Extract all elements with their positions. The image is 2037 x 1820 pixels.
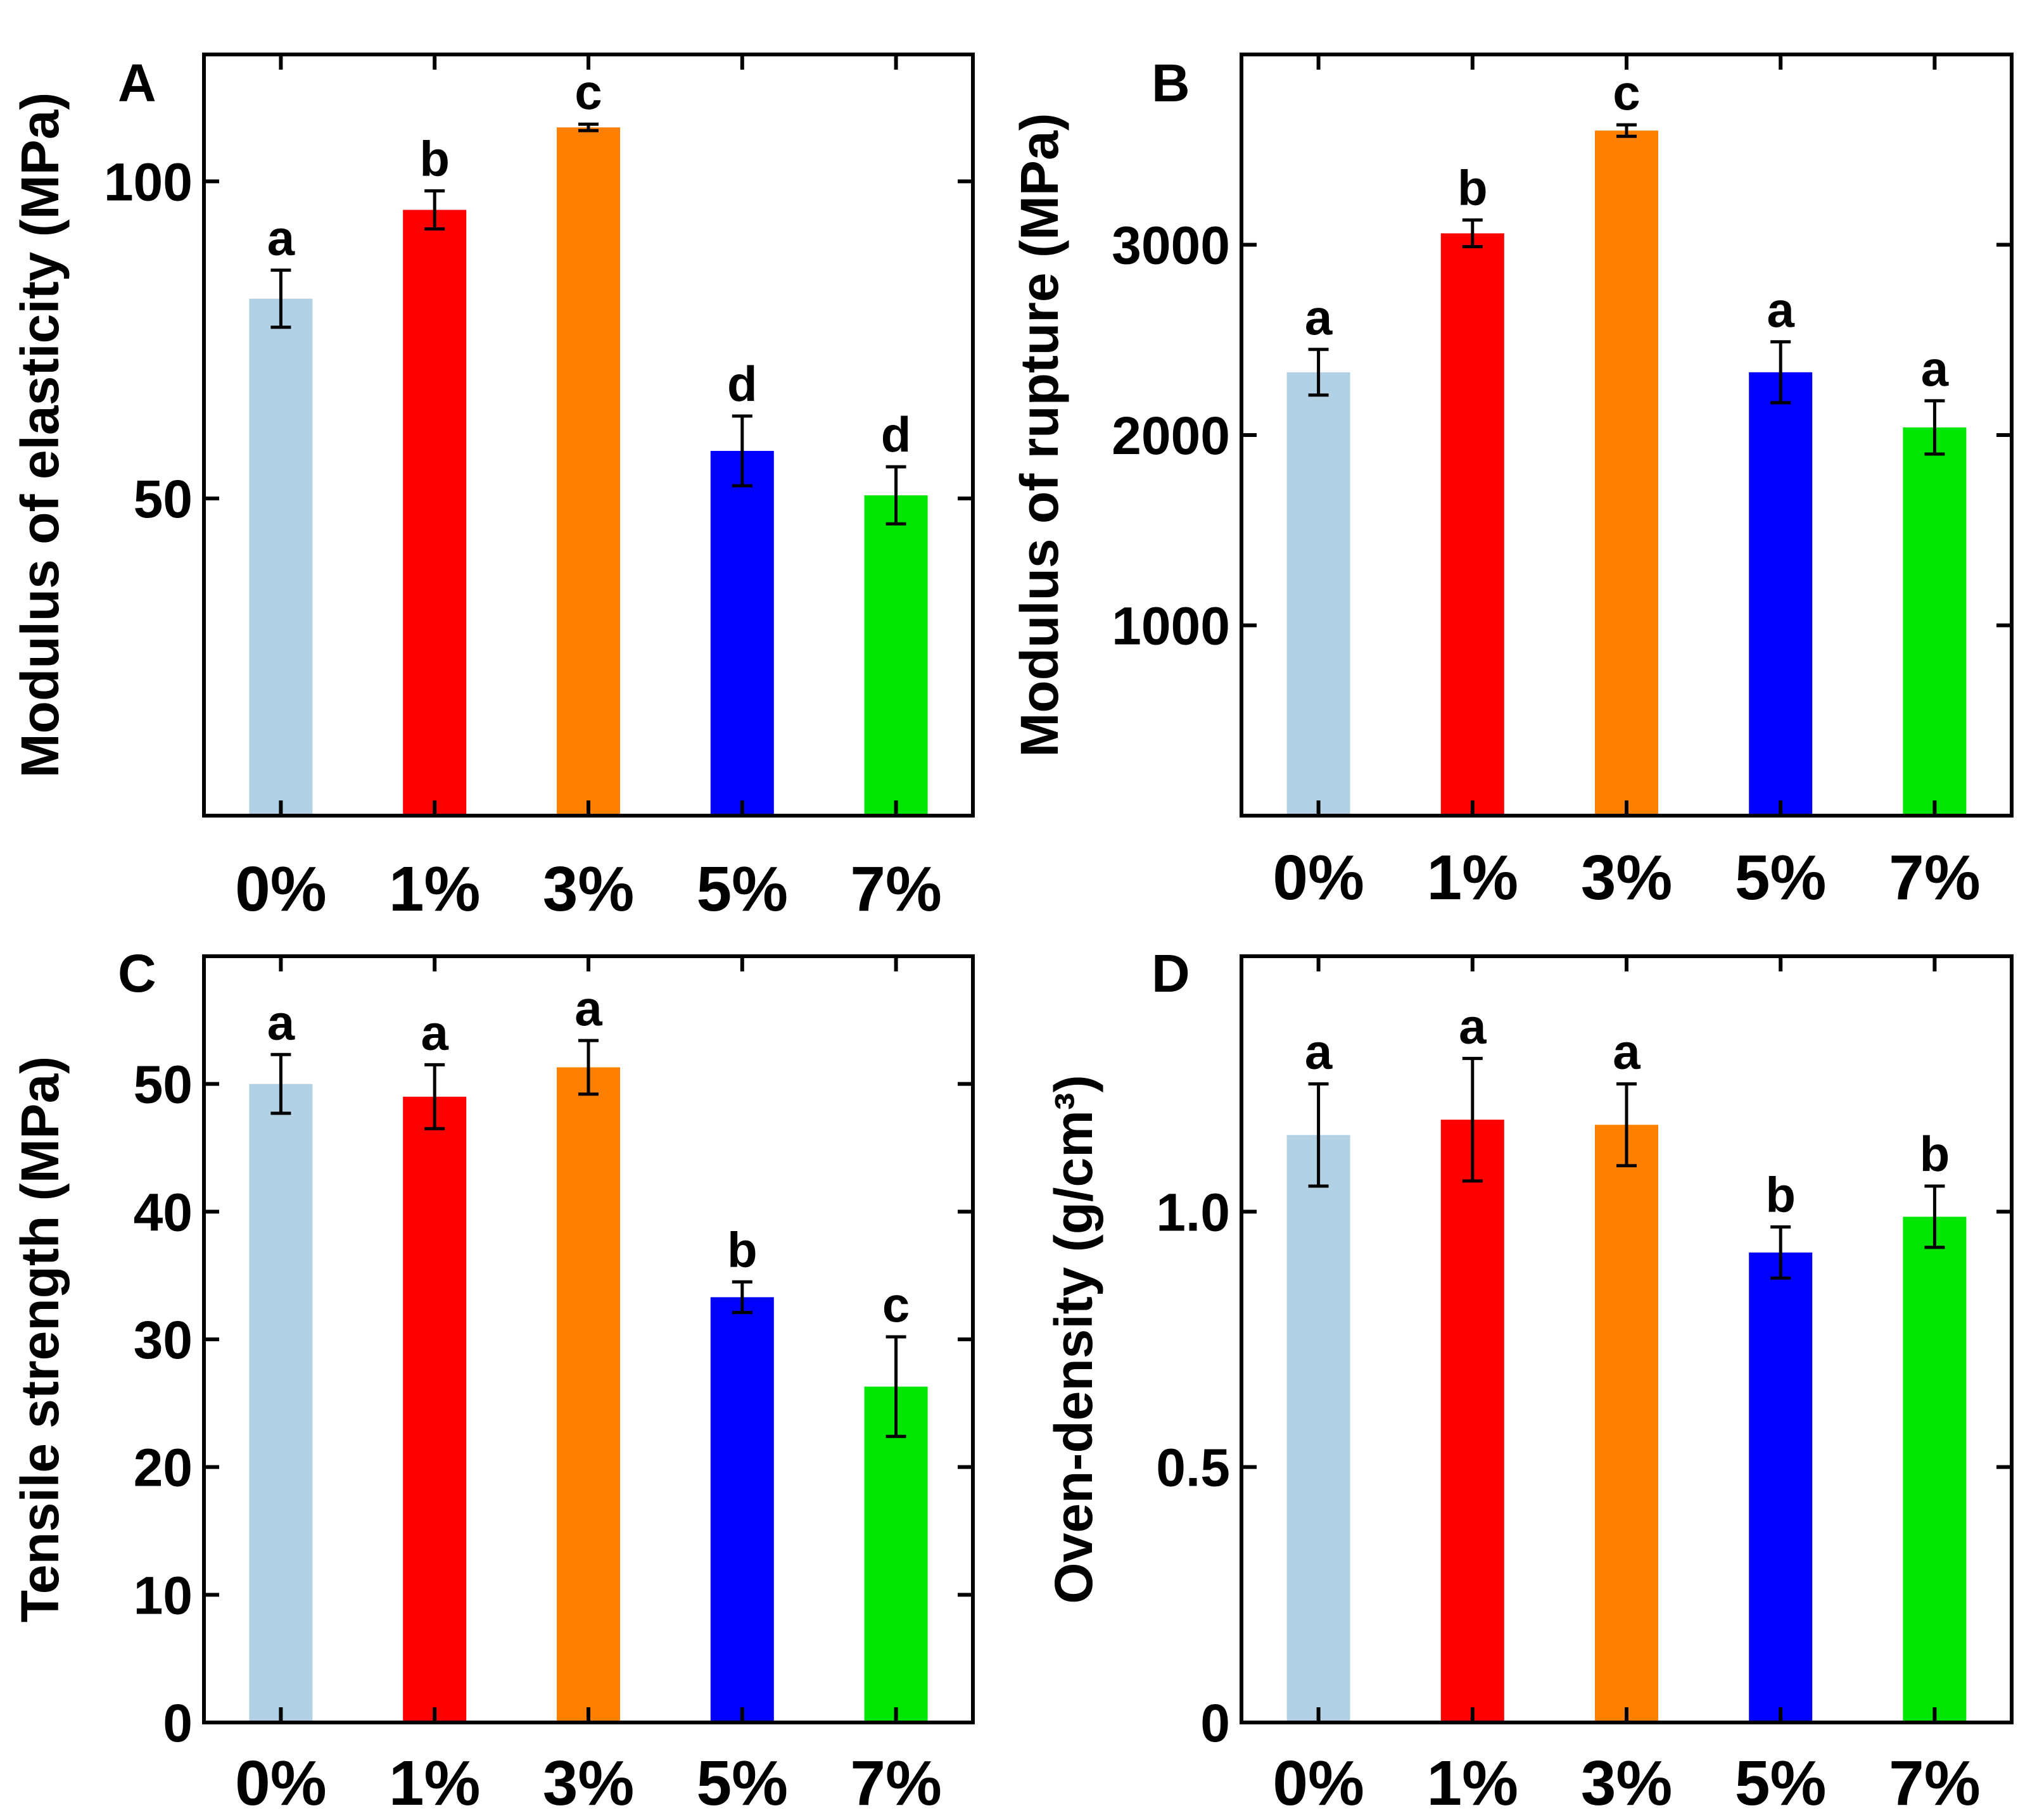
x-tick-label: 7% (1889, 842, 1981, 913)
significance-label: d (727, 356, 758, 412)
x-tick-label: 1% (389, 854, 481, 925)
bar-1pct (1440, 233, 1504, 816)
bar-7pct (1903, 1216, 1967, 1722)
significance-label: a (1459, 998, 1487, 1054)
x-tick-label: 3% (543, 854, 635, 925)
bar-0pct (249, 298, 313, 816)
bar-7pct (1903, 427, 1967, 816)
x-tick-label: 7% (1889, 1748, 1981, 1819)
y-axis-title: Oven-density (g/cm³) (1044, 1075, 1103, 1603)
bar-3pct (557, 127, 620, 816)
y-tick-label: 10 (134, 1565, 193, 1625)
significance-label: d (881, 407, 911, 462)
significance-label: b (1765, 1167, 1796, 1223)
panel-letter: D (1152, 944, 1190, 1003)
significance-label: a (267, 994, 295, 1050)
y-tick-label: 100 (104, 152, 193, 212)
significance-label: b (727, 1222, 758, 1277)
panel-A: Aa 0% b 1% c 3% d 5% d 7% 50 100 Modulus of elastici… (10, 53, 975, 925)
y-tick-label: 0.5 (1156, 1438, 1230, 1498)
bar-3pct (557, 1067, 620, 1722)
significance-label: a (267, 210, 295, 266)
panel-letter: B (1152, 53, 1190, 113)
y-tick-label: 20 (134, 1438, 193, 1498)
x-tick-label: 7% (850, 1748, 942, 1819)
significance-label: b (1920, 1126, 1950, 1182)
y-tick-label: 3000 (1112, 216, 1230, 275)
bar-0pct (1286, 372, 1350, 816)
bar-1pct (403, 1096, 467, 1722)
y-tick-label: 2000 (1112, 406, 1230, 465)
x-tick-label: 3% (543, 1748, 635, 1819)
y-tick-label: 0 (163, 1693, 193, 1753)
significance-label: a (1305, 289, 1333, 345)
bar-1pct (403, 210, 467, 816)
bar-5pct (1749, 372, 1813, 816)
panel-C: Ca 0% a 1% a 3% b 5% c 7% 0 10 20 30 40 50 Tensile stren… (10, 944, 975, 1819)
panel-letter: C (118, 944, 156, 1003)
x-tick-label: 3% (1581, 1748, 1673, 1819)
panel-D: Da 0% a 1% a 3% b 5% b 7% 0 0.5 1.0 Oven-density (g/c… (1044, 944, 2014, 1819)
bar-7pct (864, 495, 928, 816)
y-axis-title: Modulus of rupture (MPa) (1010, 113, 1069, 757)
x-tick-label: 1% (1427, 1748, 1519, 1819)
significance-label: b (1457, 160, 1488, 215)
x-tick-label: 1% (1427, 842, 1519, 913)
x-tick-label: 5% (697, 854, 789, 925)
x-tick-label: 7% (850, 854, 942, 925)
y-tick-label: 50 (134, 469, 193, 529)
bar-0pct (1286, 1135, 1350, 1722)
bar-0pct (249, 1084, 313, 1722)
significance-label: c (574, 64, 602, 120)
bar-5pct (710, 451, 774, 816)
significance-label: a (1921, 341, 1949, 396)
significance-label: a (1767, 282, 1795, 338)
bar-7pct (864, 1386, 928, 1722)
x-tick-label: 0% (1272, 842, 1364, 913)
y-tick-label: 1.0 (1156, 1182, 1230, 1242)
x-tick-label: 5% (1735, 1748, 1827, 1819)
y-tick-label: 50 (134, 1055, 193, 1115)
x-tick-label: 5% (1735, 842, 1827, 913)
bar-3pct (1595, 1125, 1658, 1722)
panel-letter: A (118, 53, 156, 113)
x-tick-label: 1% (389, 1748, 481, 1819)
significance-label: c (882, 1277, 910, 1332)
bar-3pct (1595, 130, 1658, 816)
x-tick-label: 0% (1272, 1748, 1364, 1819)
bar-5pct (1749, 1252, 1813, 1722)
panel-B: Ba 0% b 1% c 3% a 5% a 7% 1000 2000 3000 Modulus of r… (1010, 53, 2014, 913)
x-tick-label: 3% (1581, 842, 1673, 913)
y-axis-title: Tensile strength (MPa) (10, 1056, 70, 1623)
y-axis-title: Modulus of elasticity (MPa) (10, 92, 70, 778)
significance-label: c (1613, 65, 1640, 120)
y-tick-label: 0 (1200, 1693, 1230, 1753)
x-tick-label: 0% (235, 1748, 327, 1819)
significance-label: a (1305, 1024, 1333, 1080)
significance-label: a (1613, 1024, 1640, 1080)
y-tick-label: 1000 (1112, 597, 1230, 656)
bar-5pct (710, 1297, 774, 1722)
x-tick-label: 0% (235, 854, 327, 925)
significance-label: a (574, 980, 602, 1036)
x-tick-label: 5% (697, 1748, 789, 1819)
significance-label: b (419, 130, 450, 186)
y-tick-label: 40 (134, 1182, 193, 1242)
y-tick-label: 30 (134, 1310, 193, 1370)
bar-1pct (1440, 1120, 1504, 1722)
significance-label: a (421, 1004, 449, 1060)
